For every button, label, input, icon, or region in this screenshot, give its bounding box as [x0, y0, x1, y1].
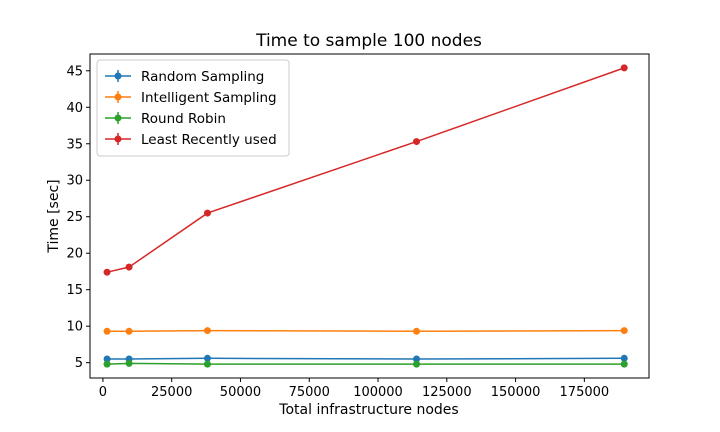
data-point — [103, 355, 111, 363]
legend-label: Round Robin — [141, 111, 226, 127]
y-tick-label: 10 — [66, 320, 83, 335]
legend-item: Least Recently used — [105, 132, 277, 148]
data-point — [203, 327, 211, 335]
legend: Random Sampling Intelligent Sampling Round… — [96, 59, 290, 157]
x-tick-label: 150000 — [491, 385, 541, 400]
data-point — [620, 360, 628, 368]
series-round-robin — [103, 359, 628, 368]
legend-item: Random Sampling — [105, 69, 264, 85]
x-tick-label: 75000 — [289, 385, 330, 400]
x-axis-title: Total infrastructure nodes — [278, 402, 458, 418]
data-point — [125, 263, 133, 271]
y-tick-label: 45 — [66, 64, 83, 79]
y-tick-label: 35 — [66, 137, 83, 152]
data-point — [413, 138, 421, 146]
data-point — [203, 360, 211, 368]
y-tick-label: 25 — [66, 210, 83, 225]
data-point — [413, 355, 421, 363]
data-point — [620, 354, 628, 362]
x-tick-label: 125000 — [422, 385, 472, 400]
y-axis-title: Time [sec] — [46, 179, 62, 253]
series-intelligent-sampling — [103, 327, 628, 335]
legend-label: Intelligent Sampling — [141, 90, 277, 106]
legend-label: Random Sampling — [141, 69, 264, 85]
chart-title: Time to sample 100 nodes — [255, 31, 482, 51]
legend-label: Least Recently used — [141, 132, 277, 148]
y-tick-label: 15 — [66, 283, 83, 298]
legend-item: Intelligent Sampling — [105, 90, 277, 106]
x-tick-label: 50000 — [220, 385, 261, 400]
y-tick-label: 40 — [66, 101, 83, 116]
legend-marker — [114, 72, 122, 80]
data-point — [203, 354, 211, 362]
data-point — [413, 360, 421, 368]
plot-frame — [89, 53, 650, 379]
data-point — [125, 359, 133, 367]
series-line — [107, 362, 625, 365]
x-tick-label: 0 — [99, 385, 107, 400]
legend-marker — [114, 93, 122, 101]
data-point — [103, 360, 111, 368]
legend-box — [96, 59, 290, 157]
y-tick-label: 5 — [75, 356, 83, 371]
data-point — [125, 327, 133, 335]
y-tick-label: 20 — [66, 247, 83, 262]
y-tick-label: 30 — [66, 174, 83, 189]
data-point — [203, 209, 211, 217]
series-least-recently-used — [103, 64, 628, 276]
plot-area: 0 25000 50000 75000 100000 125000 150000 175000… — [66, 53, 650, 400]
series-line — [107, 357, 625, 360]
data-point — [103, 327, 111, 335]
x-tick-label: 100000 — [353, 385, 403, 400]
legend-marker — [114, 135, 122, 143]
data-point — [103, 268, 111, 276]
series-line — [107, 329, 625, 333]
x-tick-label: 175000 — [560, 385, 610, 400]
data-point — [413, 327, 421, 335]
data-point — [620, 327, 628, 335]
data-point — [620, 64, 628, 72]
legend-item: Round Robin — [105, 111, 226, 127]
legend-marker — [114, 114, 122, 122]
x-tick-label: 25000 — [151, 385, 192, 400]
